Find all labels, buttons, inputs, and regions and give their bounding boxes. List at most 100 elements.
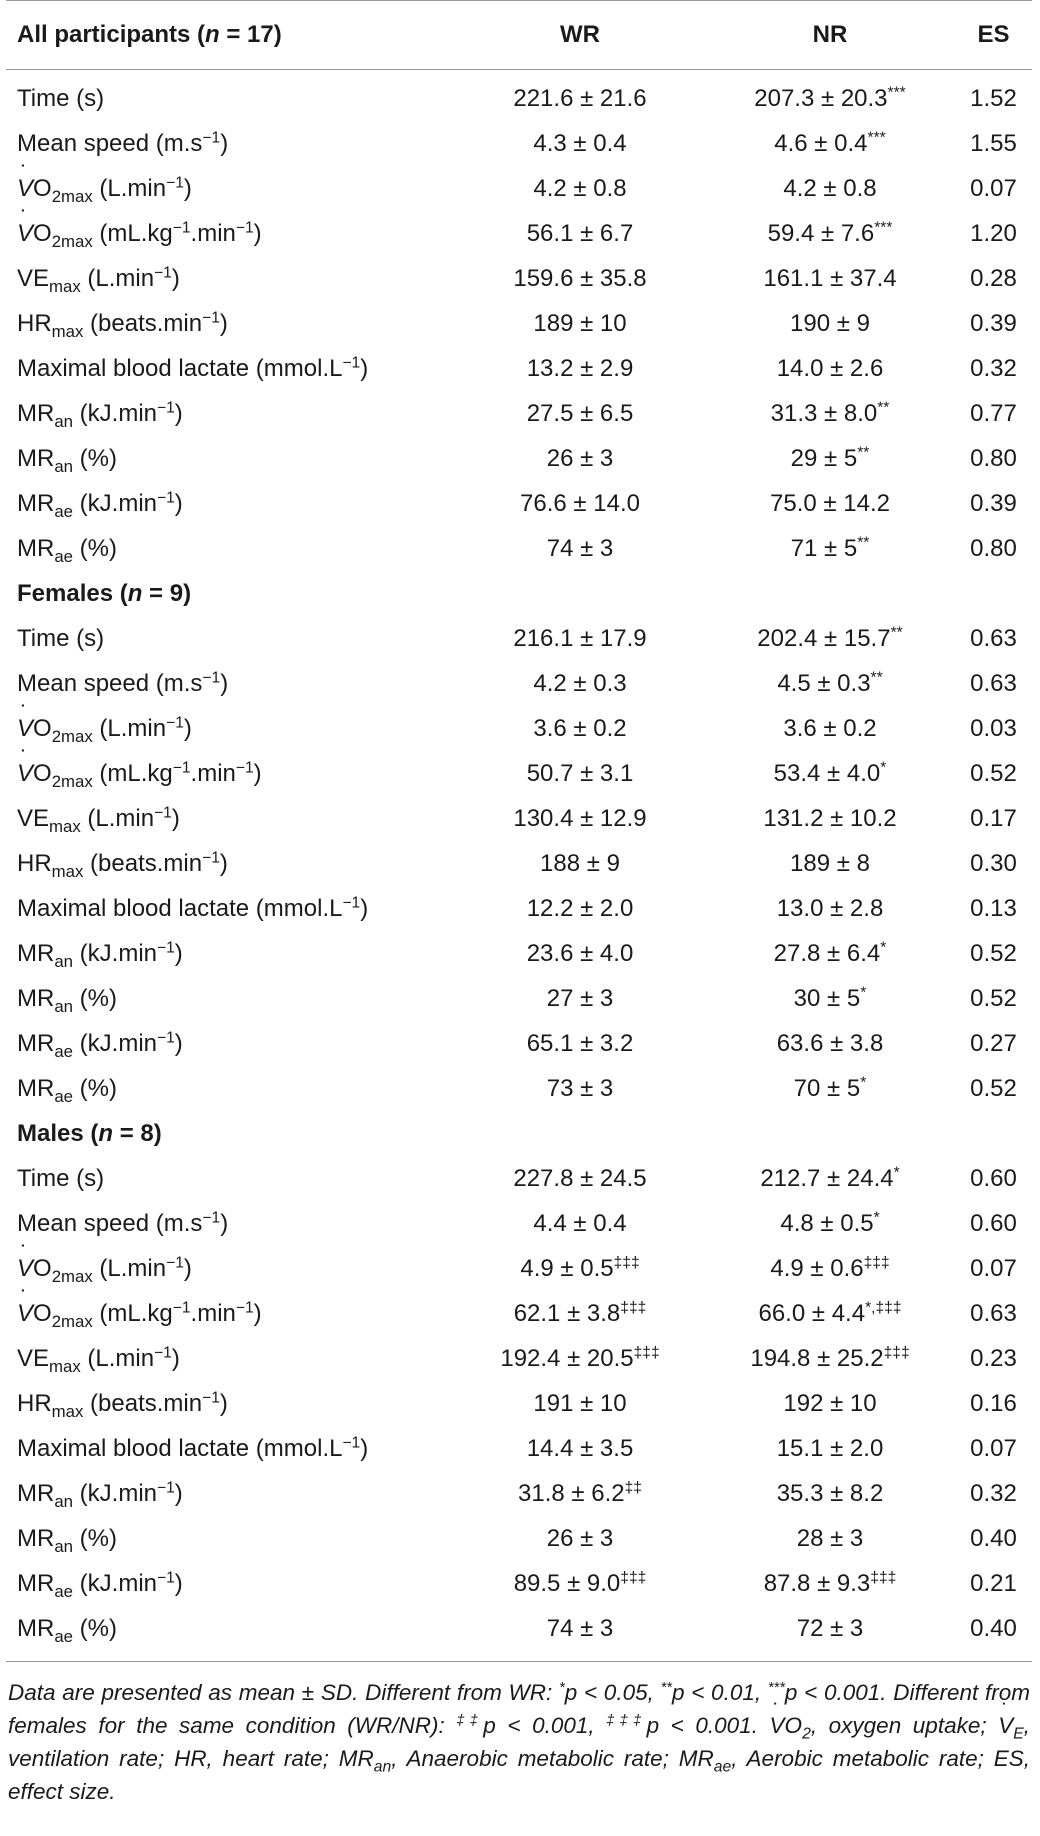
row-es-value: 0.30 — [970, 849, 1017, 877]
row-wr-value: 130.4 ± 12.9 — [513, 804, 647, 832]
row-wr-value: 23.6 ± 4.0 — [526, 939, 634, 967]
row-es-value: 0.13 — [970, 894, 1017, 922]
row-nr-value: 202.4 ± 15.7** — [757, 623, 903, 652]
table-row: Maximal blood lactate (mmol.L−1) 13.2 ± 2… — [0, 346, 1040, 391]
group-all-participants: Time (s) 221.6 ± 21.6 207.3 ± 20.3*** 1.52 M… — [0, 76, 1040, 571]
row-es-value: 0.07 — [970, 174, 1017, 202]
row-wr-value: 3.6 ± 0.2 — [533, 714, 627, 742]
row-nr-value: 35.3 ± 8.2 — [776, 1479, 884, 1507]
row-nr-value: 31.3 ± 8.0** — [770, 398, 890, 427]
row-es-value: 0.32 — [970, 354, 1017, 382]
row-label: VO2max (mL.kg−1.min−1) — [0, 206, 455, 250]
table-row: VO2max (mL.kg−1.min−1) 62.1 ± 3.8‡‡‡ 66.0 … — [0, 1286, 1040, 1336]
row-wr-value: 74 ± 3 — [546, 1614, 614, 1642]
top-rule — [6, 0, 1032, 1]
row-label: Mean speed (m.s−1) — [17, 668, 229, 697]
row-label: VO2max (mL.kg−1.min−1) — [0, 1286, 455, 1330]
row-es-value: 0.23 — [970, 1344, 1017, 1372]
row-label: MRae (%) — [17, 534, 117, 566]
row-wr-value: 50.7 ± 3.1 — [526, 759, 634, 787]
row-label: VEmax (L.min−1) — [17, 263, 180, 296]
row-nr-value: 207.3 ± 20.3*** — [754, 83, 906, 112]
row-wr-value: 73 ± 3 — [546, 1074, 614, 1102]
row-wr-value: 89.5 ± 9.0‡‡‡ — [513, 1568, 647, 1597]
row-label: VO2max (L.min−1) — [0, 161, 455, 205]
row-nr-value: 4.9 ± 0.6‡‡‡ — [770, 1253, 890, 1282]
group-title-males: Males (n = 8) — [17, 1119, 162, 1147]
group-males: Time (s) 227.8 ± 24.5 212.7 ± 24.4* 0.60 Mea… — [0, 1156, 1040, 1651]
row-es-value: 0.39 — [970, 489, 1017, 517]
row-nr-value: 4.5 ± 0.3** — [777, 668, 883, 697]
row-label: HRmax (beats.min−1) — [17, 848, 228, 881]
table-row: MRan (%) 26 ± 3 29 ± 5** 0.80 — [0, 436, 1040, 481]
table-row: MRae (kJ.min−1) 76.6 ± 14.0 75.0 ± 14.2 0.3… — [0, 481, 1040, 526]
row-es-value: 0.40 — [970, 1614, 1017, 1642]
row-label: Time (s) — [17, 84, 105, 112]
row-wr-value: 56.1 ± 6.7 — [526, 219, 634, 247]
row-nr-value: 4.2 ± 0.8 — [783, 174, 877, 202]
row-label: VEmax (L.min−1) — [17, 1343, 180, 1376]
row-wr-value: 62.1 ± 3.8‡‡‡ — [513, 1298, 647, 1327]
row-wr-value: 192.4 ± 20.5‡‡‡ — [500, 1343, 660, 1372]
row-es-value: 0.21 — [970, 1569, 1017, 1597]
row-label: MRae (kJ.min−1) — [17, 1028, 183, 1061]
row-es-value: 0.60 — [970, 1209, 1017, 1237]
group-title-females: Females (n = 9) — [17, 579, 192, 607]
row-wr-value: 4.2 ± 0.3 — [533, 669, 627, 697]
row-es-value: 0.52 — [970, 1074, 1017, 1102]
row-nr-value: 75.0 ± 14.2 — [770, 489, 890, 517]
row-nr-value: 192 ± 10 — [783, 1389, 877, 1417]
table-row: MRae (kJ.min−1) 89.5 ± 9.0‡‡‡ 87.8 ± 9.3‡‡… — [0, 1561, 1040, 1606]
row-wr-value: 76.6 ± 14.0 — [520, 489, 640, 517]
row-label: Mean speed (m.s−1) — [17, 128, 229, 157]
table-row: Mean speed (m.s−1) 4.4 ± 0.4 4.8 ± 0.5* 0.6… — [0, 1201, 1040, 1246]
table-row: MRan (%) 27 ± 3 30 ± 5* 0.52 — [0, 976, 1040, 1021]
table-row: HRmax (beats.min−1) 189 ± 10 190 ± 9 0.39 — [0, 301, 1040, 346]
row-wr-value: 14.4 ± 3.5 — [526, 1434, 634, 1462]
row-es-value: 1.55 — [970, 129, 1017, 157]
row-es-value: 0.07 — [970, 1254, 1017, 1282]
row-label: Maximal blood lactate (mmol.L−1) — [17, 353, 369, 382]
row-nr-value: 66.0 ± 4.4*,‡‡‡ — [758, 1298, 902, 1327]
row-es-value: 0.27 — [970, 1029, 1017, 1057]
row-nr-value: 71 ± 5** — [790, 533, 870, 562]
row-wr-value: 189 ± 10 — [533, 309, 627, 337]
row-nr-value: 53.4 ± 4.0* — [773, 758, 887, 787]
table-row: VO2max (L.min−1) 4.9 ± 0.5‡‡‡ 4.9 ± 0.6‡‡‡… — [0, 1241, 1040, 1291]
row-label: MRan (%) — [17, 1524, 117, 1556]
row-nr-value: 4.8 ± 0.5* — [780, 1208, 880, 1237]
row-label: HRmax (beats.min−1) — [17, 1388, 228, 1421]
row-nr-value: 4.6 ± 0.4*** — [774, 128, 886, 157]
row-wr-value: 65.1 ± 3.2 — [526, 1029, 634, 1057]
row-label: MRan (%) — [17, 444, 117, 476]
row-wr-value: 4.2 ± 0.8 — [533, 174, 627, 202]
table-row: Time (s) 221.6 ± 21.6 207.3 ± 20.3*** 1.52 — [0, 76, 1040, 121]
header-wr: WR — [560, 21, 600, 48]
row-wr-value: 4.4 ± 0.4 — [533, 1209, 627, 1237]
row-label: Maximal blood lactate (mmol.L−1) — [17, 893, 369, 922]
table-row: MRae (%) 74 ± 3 72 ± 3 0.40 — [0, 1606, 1040, 1651]
table-row: MRan (kJ.min−1) 27.5 ± 6.5 31.3 ± 8.0** 0.7… — [0, 391, 1040, 436]
row-label: HRmax (beats.min−1) — [17, 308, 228, 341]
header-group-title: All participants (n = 17) — [17, 21, 282, 48]
row-es-value: 0.52 — [970, 984, 1017, 1012]
row-wr-value: 227.8 ± 24.5 — [513, 1164, 647, 1192]
row-es-value: 0.80 — [970, 444, 1017, 472]
table-row: VO2max (mL.kg−1.min−1) 50.7 ± 3.1 53.4 ± 4… — [0, 746, 1040, 796]
table-row: HRmax (beats.min−1) 188 ± 9 189 ± 8 0.30 — [0, 841, 1040, 886]
table-row: MRan (%) 26 ± 3 28 ± 3 0.40 — [0, 1516, 1040, 1561]
row-nr-value: 3.6 ± 0.2 — [783, 714, 877, 742]
row-nr-value: 189 ± 8 — [790, 849, 870, 877]
bottom-rule — [6, 1661, 1032, 1662]
row-label: MRan (kJ.min−1) — [17, 398, 183, 431]
row-label: Mean speed (m.s−1) — [17, 1208, 229, 1237]
row-wr-value: 27 ± 3 — [546, 984, 614, 1012]
table-row: VEmax (L.min−1) 159.6 ± 35.8 161.1 ± 37.4 0… — [0, 256, 1040, 301]
row-es-value: 0.07 — [970, 1434, 1017, 1462]
row-es-value: 1.20 — [970, 219, 1017, 247]
row-nr-value: 59.4 ± 7.6*** — [767, 218, 893, 247]
row-nr-value: 72 ± 3 — [796, 1614, 864, 1642]
row-wr-value: 27.5 ± 6.5 — [526, 399, 634, 427]
table-footnote: Data are presented as mean ± SD. Differe… — [0, 1662, 1040, 1808]
